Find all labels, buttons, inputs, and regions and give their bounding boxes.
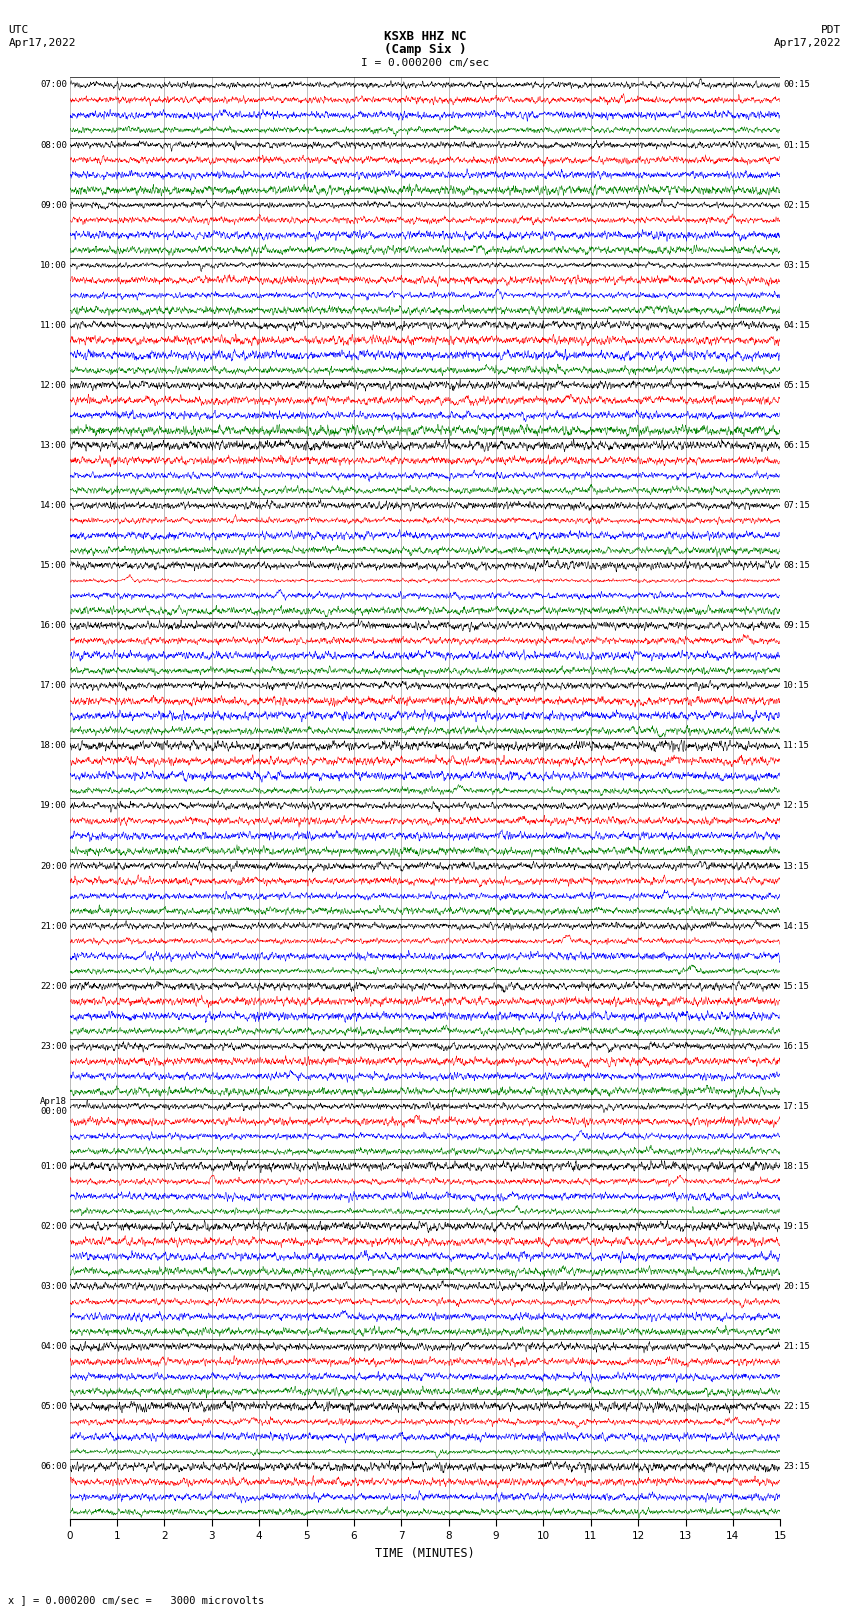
Text: 09:15: 09:15: [783, 621, 810, 631]
Text: 03:15: 03:15: [783, 261, 810, 269]
Text: 22:00: 22:00: [40, 982, 67, 990]
Text: 10:15: 10:15: [783, 681, 810, 690]
Text: 03:00: 03:00: [40, 1282, 67, 1290]
Text: 21:00: 21:00: [40, 921, 67, 931]
Text: 01:00: 01:00: [40, 1161, 67, 1171]
Text: 11:00: 11:00: [40, 321, 67, 329]
Text: 20:00: 20:00: [40, 861, 67, 871]
Text: 05:15: 05:15: [783, 381, 810, 390]
Text: 02:00: 02:00: [40, 1223, 67, 1231]
Text: 13:00: 13:00: [40, 440, 67, 450]
Text: 17:15: 17:15: [783, 1102, 810, 1111]
Text: 07:15: 07:15: [783, 502, 810, 510]
Text: 05:00: 05:00: [40, 1402, 67, 1411]
Text: Apr17,2022: Apr17,2022: [774, 39, 842, 48]
Text: 18:15: 18:15: [783, 1161, 810, 1171]
Text: 21:15: 21:15: [783, 1342, 810, 1352]
Text: 15:15: 15:15: [783, 982, 810, 990]
Text: 02:15: 02:15: [783, 200, 810, 210]
Text: UTC: UTC: [8, 26, 29, 35]
Text: 14:15: 14:15: [783, 921, 810, 931]
X-axis label: TIME (MINUTES): TIME (MINUTES): [375, 1547, 475, 1560]
Text: 06:15: 06:15: [783, 440, 810, 450]
Text: 01:15: 01:15: [783, 140, 810, 150]
Text: 15:00: 15:00: [40, 561, 67, 569]
Text: 22:15: 22:15: [783, 1402, 810, 1411]
Text: 17:00: 17:00: [40, 681, 67, 690]
Text: 12:00: 12:00: [40, 381, 67, 390]
Text: 18:00: 18:00: [40, 742, 67, 750]
Text: 09:00: 09:00: [40, 200, 67, 210]
Text: PDT: PDT: [821, 26, 842, 35]
Text: 10:00: 10:00: [40, 261, 67, 269]
Text: 19:00: 19:00: [40, 802, 67, 810]
Text: Apr18
00:00: Apr18 00:00: [40, 1097, 67, 1116]
Text: Apr17,2022: Apr17,2022: [8, 39, 76, 48]
Text: 13:15: 13:15: [783, 861, 810, 871]
Text: 08:00: 08:00: [40, 140, 67, 150]
Text: 23:00: 23:00: [40, 1042, 67, 1050]
Text: 06:00: 06:00: [40, 1463, 67, 1471]
Text: x ] = 0.000200 cm/sec =   3000 microvolts: x ] = 0.000200 cm/sec = 3000 microvolts: [8, 1595, 264, 1605]
Text: I = 0.000200 cm/sec: I = 0.000200 cm/sec: [361, 58, 489, 68]
Text: 07:00: 07:00: [40, 81, 67, 89]
Text: 08:15: 08:15: [783, 561, 810, 569]
Text: (Camp Six ): (Camp Six ): [383, 44, 467, 56]
Text: 16:15: 16:15: [783, 1042, 810, 1050]
Text: 00:15: 00:15: [783, 81, 810, 89]
Text: 20:15: 20:15: [783, 1282, 810, 1290]
Text: 12:15: 12:15: [783, 802, 810, 810]
Text: KSXB HHZ NC: KSXB HHZ NC: [383, 29, 467, 44]
Text: 04:15: 04:15: [783, 321, 810, 329]
Text: 19:15: 19:15: [783, 1223, 810, 1231]
Text: 04:00: 04:00: [40, 1342, 67, 1352]
Text: 23:15: 23:15: [783, 1463, 810, 1471]
Text: 14:00: 14:00: [40, 502, 67, 510]
Text: 11:15: 11:15: [783, 742, 810, 750]
Text: 16:00: 16:00: [40, 621, 67, 631]
